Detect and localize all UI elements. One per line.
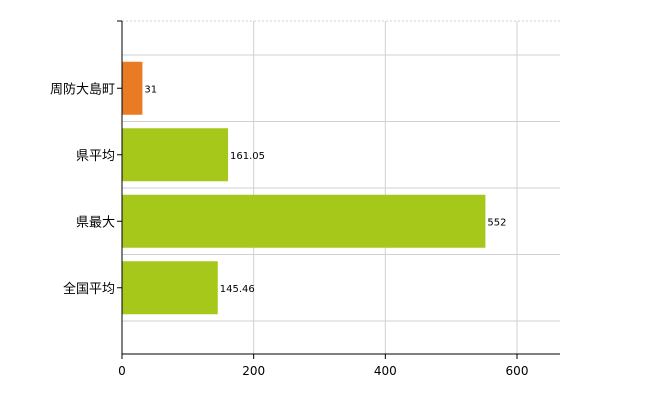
axes	[117, 20, 560, 359]
category-label: 周防大島町	[50, 81, 115, 97]
bar[interactable]	[122, 128, 229, 182]
x-tick-label: 200	[242, 364, 265, 378]
category-label: 県平均	[76, 149, 115, 164]
x-tick-label: 0	[118, 364, 126, 378]
category-label: 全国平均	[63, 281, 115, 297]
bar[interactable]	[122, 194, 486, 248]
data-label: 31	[144, 84, 157, 95]
labels: 31 周防大島町 161.05 県平均 552 県最大 145.46 全国平均 0 200 400 6…	[50, 81, 528, 378]
bar[interactable]	[122, 61, 143, 115]
bar-series	[122, 61, 486, 315]
x-tick-label: 400	[374, 364, 397, 378]
data-label: 145.46	[220, 284, 255, 295]
bar[interactable]	[122, 261, 218, 315]
grid-lines	[122, 20, 560, 354]
x-tick-label: 600	[506, 364, 529, 378]
data-label: 552	[487, 217, 506, 228]
data-label: 161.05	[230, 151, 265, 162]
category-label: 県最大	[76, 215, 115, 230]
